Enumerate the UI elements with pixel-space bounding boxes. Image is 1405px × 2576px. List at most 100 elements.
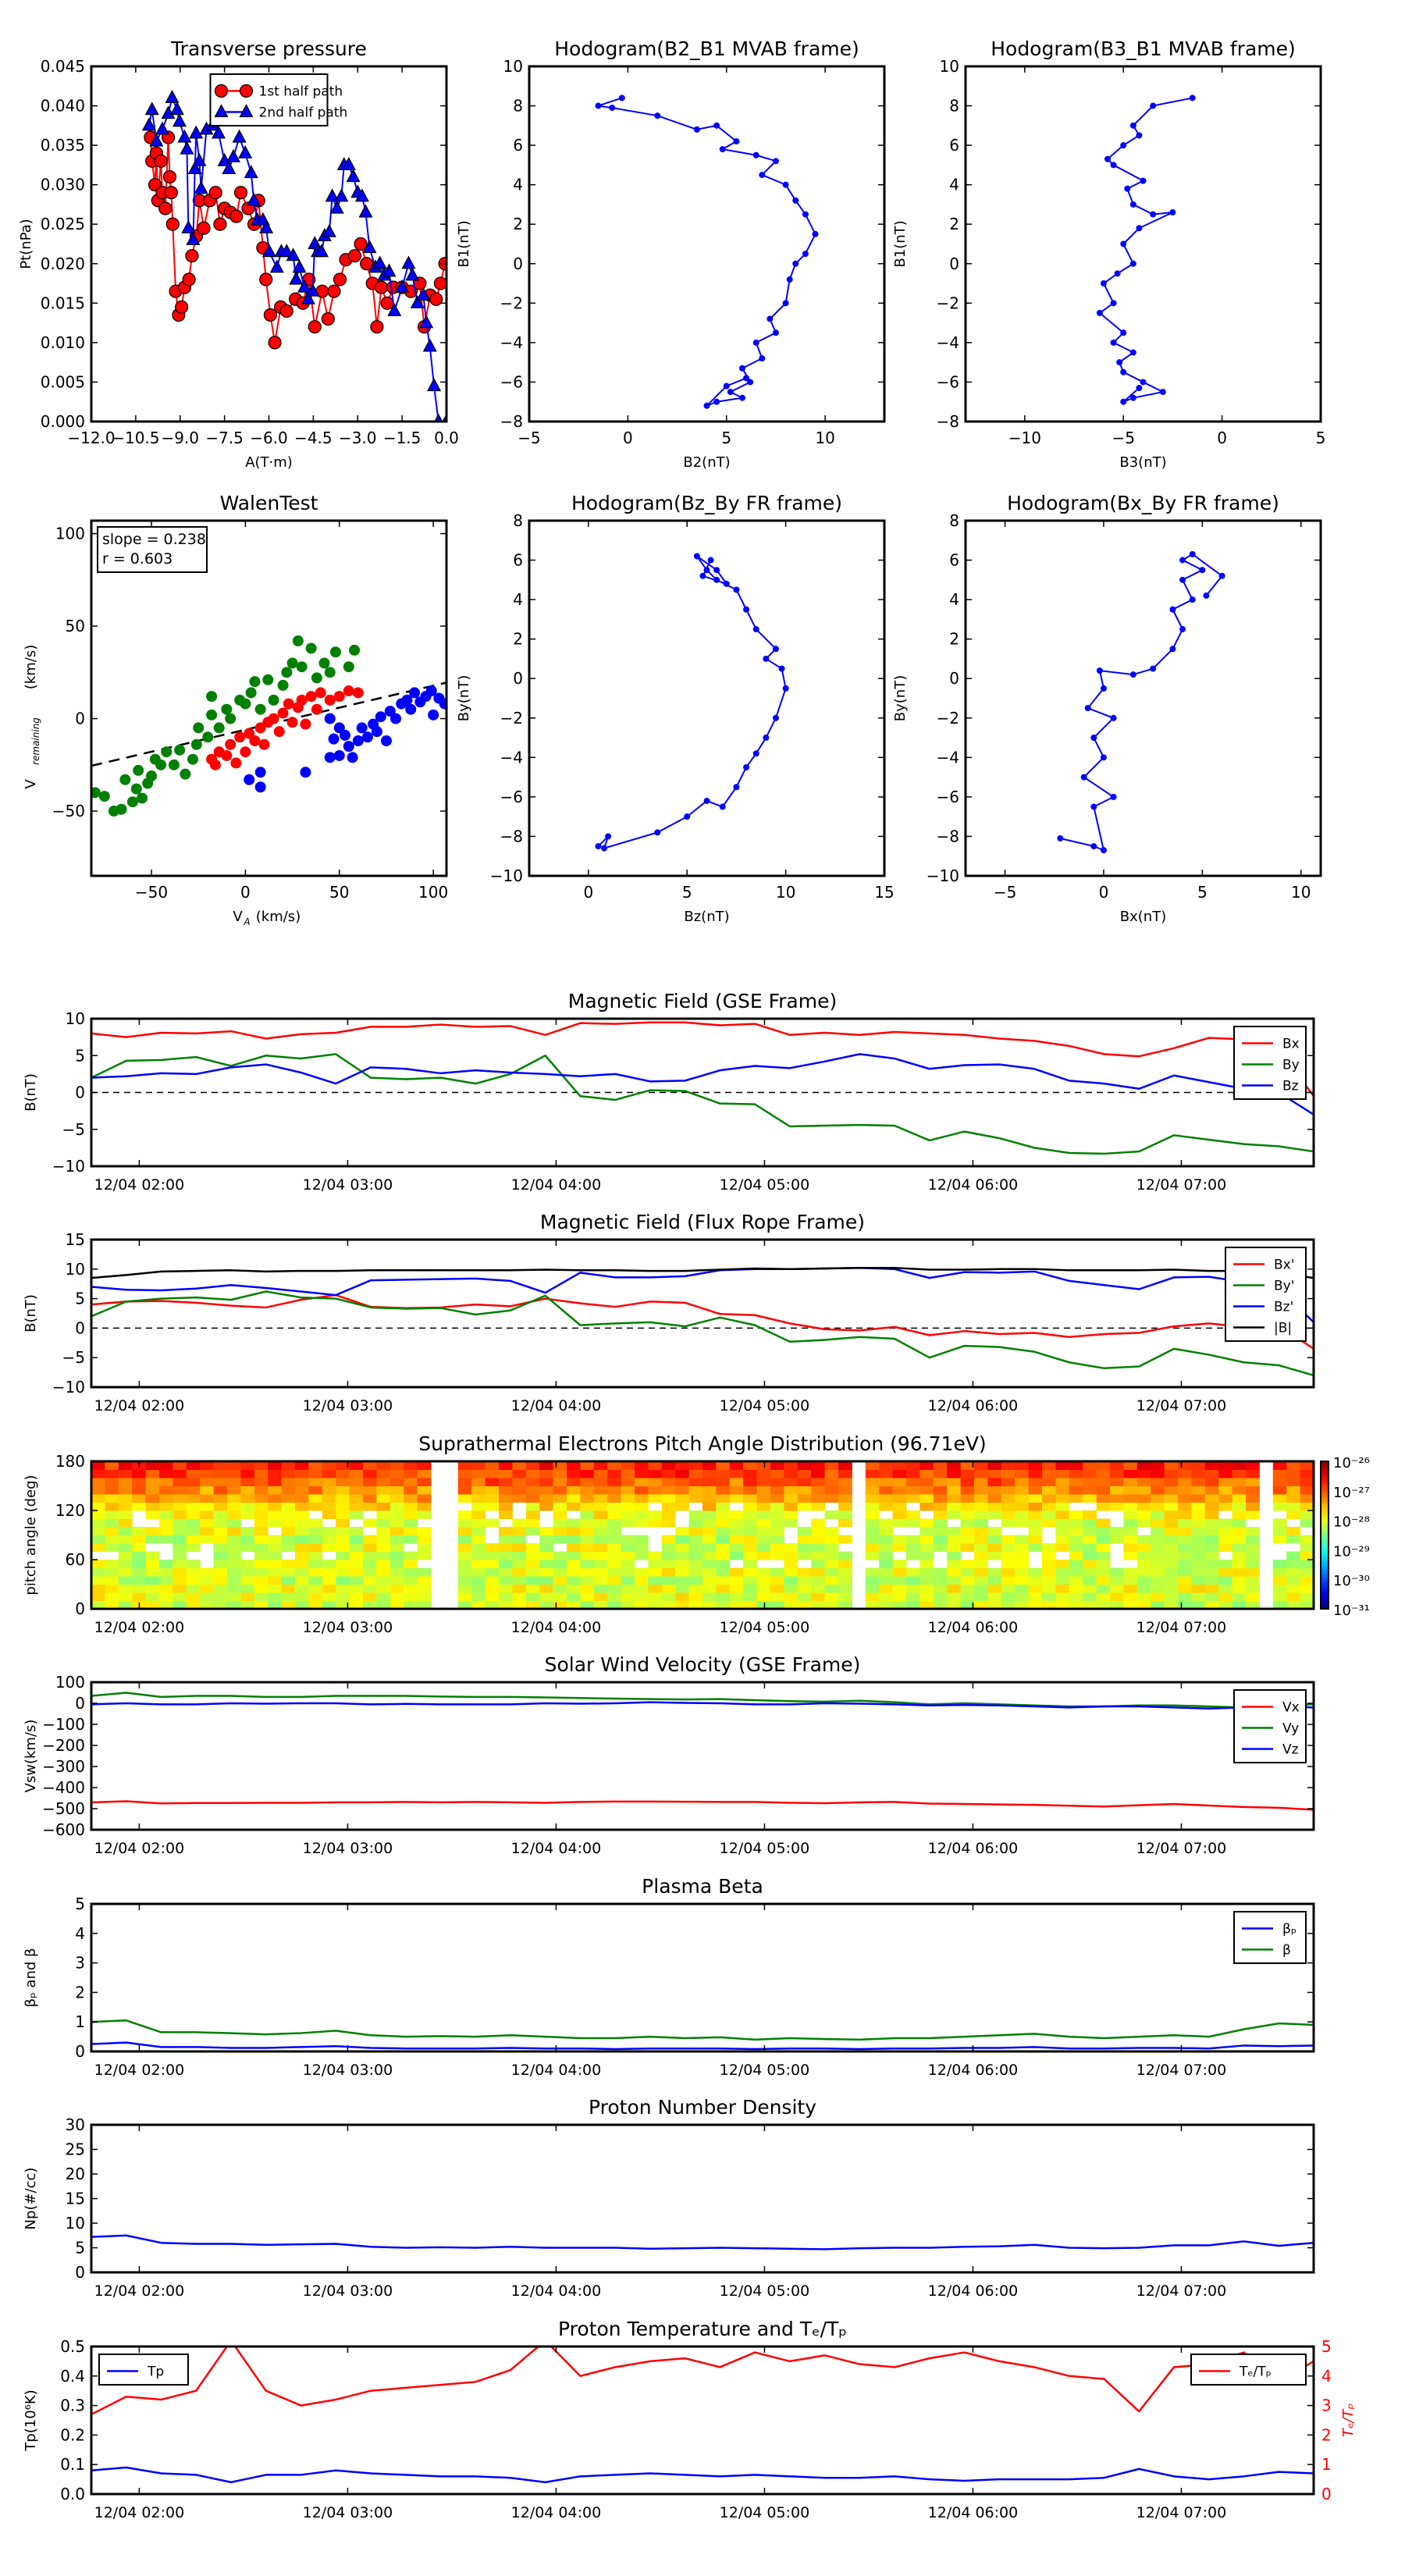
heatmap-cell [960, 1535, 975, 1544]
data-point [347, 249, 362, 263]
data-point [230, 757, 242, 769]
heatmap-cell [186, 1543, 201, 1552]
data-point [401, 255, 416, 269]
heatmap-cell [1178, 1592, 1192, 1601]
heatmap-cell [499, 1478, 513, 1486]
heatmap-cell [607, 1527, 622, 1535]
heatmap-cell [811, 1543, 826, 1552]
heatmap-cell [919, 1494, 934, 1503]
y2-axis-label: Tₑ/Tₚ [1340, 2403, 1357, 2438]
heatmap-cell [336, 1485, 350, 1495]
heatmap-cell [567, 1567, 581, 1577]
data-point [209, 759, 221, 770]
data-point [175, 300, 189, 314]
heatmap-cell [567, 1584, 581, 1593]
heatmap-cell [349, 1502, 364, 1511]
heatmap-cell [1055, 1576, 1070, 1585]
heatmap-cell [336, 1551, 350, 1560]
heatmap-cell [811, 1567, 826, 1577]
heatmap-cell [1083, 1535, 1097, 1544]
heatmap-cell [1232, 1551, 1247, 1560]
heatmap-cell [281, 1510, 296, 1519]
heatmap-cell [471, 1600, 486, 1609]
data-point [595, 843, 602, 850]
plot-area [91, 1021, 1314, 1155]
heatmap-cell [567, 1592, 581, 1601]
heatmap-cell [675, 1600, 690, 1609]
heatmap-cell [417, 1502, 432, 1511]
heatmap-cell [1123, 1502, 1138, 1511]
heatmap-cell [784, 1551, 799, 1560]
y-tick-label: 0 [513, 254, 523, 273]
legend-label: β [1282, 1943, 1291, 1959]
heatmap-cell [213, 1584, 228, 1593]
heatmap-cell [159, 1560, 173, 1568]
x-tick-label: 12/04 07:00 [1136, 1840, 1227, 1857]
heatmap-cell [974, 1469, 988, 1478]
heatmap-cell [865, 1461, 880, 1470]
heatmap-cell [417, 1535, 432, 1544]
heatmap-cell [389, 1543, 404, 1552]
heatmap-cell [1083, 1510, 1097, 1519]
data-point [371, 726, 382, 738]
heatmap-cell [729, 1461, 744, 1470]
heatmap-cell [91, 1461, 105, 1470]
heatmap-cell [1178, 1461, 1192, 1470]
heatmap-cell [756, 1461, 771, 1470]
heatmap-cell [1096, 1518, 1111, 1528]
data-point [416, 286, 431, 301]
x-tick-label: 12/04 05:00 [720, 2062, 810, 2079]
heatmap-cell [1191, 1584, 1206, 1593]
axes-frame [528, 519, 886, 877]
heatmap-cell [688, 1560, 703, 1568]
data-point [177, 129, 192, 143]
heatmap-cell [743, 1478, 758, 1486]
chart-title: WalenTest [220, 492, 318, 514]
y-tick-label: −4 [937, 748, 959, 767]
heatmap-cell [580, 1478, 595, 1486]
heatmap-cell [716, 1584, 731, 1593]
x-axis-label: V [233, 909, 243, 925]
heatmap-cell [1286, 1535, 1301, 1544]
heatmap-cell [756, 1502, 771, 1511]
heatmap-cell [268, 1560, 283, 1568]
heatmap-cell [213, 1543, 228, 1552]
data-point [609, 105, 616, 112]
heatmap-cell [1191, 1485, 1206, 1495]
y-tick-label: 0.4 [60, 2367, 85, 2386]
legend: Bx'By'Bz'|B| [1225, 1247, 1307, 1342]
heatmap-cell [1110, 1502, 1124, 1511]
x-axis-label-group: A (km/s) [243, 909, 301, 927]
heatmap-cell [485, 1494, 500, 1503]
proton-temperature-panel: Proton Temperature and Tₑ/Tₚ0.00.10.20.3… [23, 2318, 1357, 2521]
data-point [1129, 122, 1136, 129]
heatmap-cell [91, 1518, 105, 1528]
heatmap-cell [91, 1543, 105, 1552]
heatmap-cell [376, 1527, 391, 1535]
heatmap-cell [499, 1600, 513, 1609]
heatmap-cell [322, 1527, 336, 1535]
heatmap-cell [268, 1584, 283, 1593]
y2-tick-label: 3 [1321, 2396, 1332, 2415]
data-point [782, 181, 789, 188]
data-point [269, 259, 284, 273]
y2-tick-label: 5 [1321, 2337, 1332, 2356]
heatmap-cell [1055, 1502, 1070, 1511]
heatmap-cell [145, 1535, 160, 1544]
heatmap-cell [457, 1535, 472, 1544]
chart-title: Transverse pressure [170, 37, 367, 60]
heatmap-cell [1015, 1469, 1030, 1478]
heatmap-cell [688, 1600, 703, 1609]
heatmap-cell [974, 1576, 988, 1585]
heatmap-cell [567, 1461, 581, 1470]
data-point [703, 567, 710, 574]
heatmap-cell [376, 1600, 391, 1609]
heatmap-cell [797, 1576, 812, 1585]
data-point [189, 125, 204, 139]
y-axis-label: B(nT) [23, 1294, 39, 1332]
colorbar-label: 10⁻³⁰ [1333, 1573, 1370, 1589]
heatmap-cell [295, 1494, 309, 1503]
heatmap-cell [1204, 1535, 1219, 1544]
heatmap-cell [485, 1576, 500, 1585]
heatmap-cell [919, 1502, 934, 1511]
